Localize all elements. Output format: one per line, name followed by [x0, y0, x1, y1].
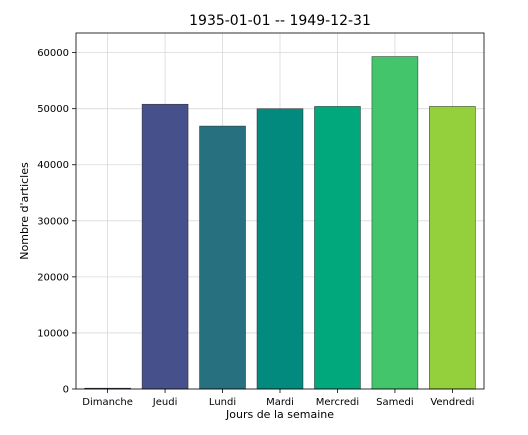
- y-tick-label: 40000: [37, 160, 69, 171]
- bar-jeudi: [141, 103, 189, 390]
- y-tick-label: 10000: [37, 328, 69, 339]
- x-tick-label: Mardi: [266, 397, 294, 408]
- y-tick-label: 20000: [37, 272, 69, 283]
- y-tick-label: 50000: [37, 104, 69, 115]
- bar-vendredi: [429, 106, 476, 390]
- y-tick-label: 60000: [37, 48, 69, 59]
- bar-lundi: [199, 125, 246, 390]
- y-tick-label: 0: [63, 385, 69, 396]
- x-tick-label: Jeudi: [152, 397, 178, 408]
- bar-samedi: [371, 56, 419, 390]
- x-tick-label: Vendredi: [430, 397, 474, 408]
- bar-mercredi: [314, 106, 361, 390]
- chart-title: 1935-01-01 -- 1949-12-31: [189, 13, 371, 29]
- bars: [84, 56, 476, 390]
- y-tick-label: 30000: [37, 216, 69, 227]
- x-tick-label: Mercredi: [316, 397, 359, 408]
- axis-ticks: 0 10000 20000 30000 40000 50000 60000 Dimanche J…: [37, 48, 474, 408]
- x-tick-label: Dimanche: [82, 397, 133, 408]
- x-tick-label: Samedi: [376, 397, 414, 408]
- x-tick-label: Lundi: [209, 397, 236, 408]
- y-axis-label: Nombre d'articles: [18, 162, 31, 260]
- x-axis-label: Jours de la semaine: [225, 408, 334, 421]
- bar-mardi: [256, 108, 304, 390]
